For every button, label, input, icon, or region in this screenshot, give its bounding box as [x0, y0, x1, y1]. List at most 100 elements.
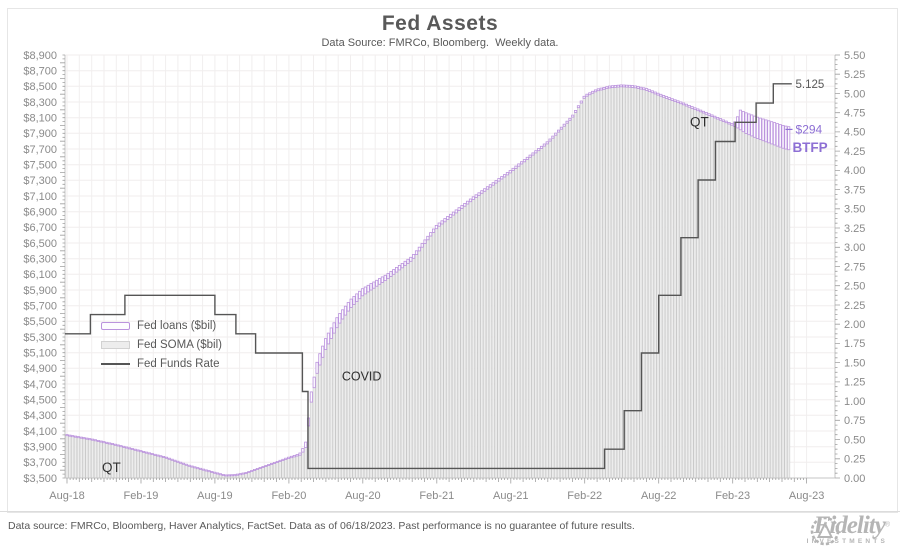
soma-bar — [744, 133, 748, 479]
soma-bar — [775, 145, 779, 479]
soma-bar — [676, 102, 680, 479]
loans-bar — [596, 88, 600, 92]
loans-bar — [198, 467, 203, 470]
soma-bar — [344, 314, 347, 479]
soma-bar — [128, 448, 131, 479]
soma-bar — [290, 457, 293, 479]
left-axis-label: $5,500 — [23, 316, 57, 328]
loans-bar — [500, 176, 504, 180]
loans-bar — [622, 84, 626, 88]
left-axis-label: $8,100 — [23, 112, 57, 124]
soma-bar — [625, 86, 629, 479]
soma-bar — [520, 163, 524, 479]
left-axis-label: $5,100 — [23, 347, 57, 359]
soma-bar — [65, 435, 69, 479]
soma-bar — [596, 90, 600, 479]
loans-bar — [548, 138, 552, 142]
soma-bar — [341, 318, 345, 479]
annotation-covid: COVID — [342, 370, 382, 384]
loans-bar — [366, 284, 370, 293]
x-axis-label: Aug-22 — [641, 490, 676, 502]
loans-bar — [116, 444, 120, 447]
loans-bar — [585, 93, 589, 97]
soma-bar — [585, 95, 589, 479]
soma-bar — [505, 174, 509, 479]
loans-bar — [338, 313, 342, 324]
left-axis-label: $4,700 — [23, 379, 57, 391]
right-axis-label: 4.25 — [844, 146, 865, 158]
soma-bar — [486, 188, 489, 479]
loans-bar — [397, 264, 401, 271]
right-axis-label: 5.50 — [844, 50, 865, 62]
loans-bar — [360, 288, 365, 297]
loans-bar — [127, 447, 132, 450]
loans-bar — [363, 286, 367, 295]
left-axis-label: $5,900 — [23, 285, 57, 297]
soma-bar — [440, 223, 444, 479]
soma-bar — [494, 182, 498, 479]
loans-bar — [707, 113, 711, 116]
loans-bar — [150, 453, 154, 456]
loans-bar — [210, 470, 214, 473]
left-axis-label: $6,100 — [23, 269, 57, 281]
loans-bar — [156, 454, 160, 457]
soma-bar — [386, 278, 390, 479]
loans-bar — [82, 437, 86, 440]
left-axis-label: $4,100 — [23, 426, 57, 438]
left-axis-label: $8,700 — [23, 65, 57, 77]
loans-bar — [480, 190, 484, 194]
loans-bar — [324, 338, 328, 351]
soma-bar — [733, 126, 737, 479]
loans-bar — [420, 243, 424, 248]
soma-bar — [463, 205, 467, 479]
soma-bar — [787, 149, 791, 479]
loans-bar — [369, 283, 373, 291]
fidelity-logo: Fidelity® INVESTMENTS — [807, 513, 890, 546]
soma-bar — [179, 463, 183, 479]
soma-bar — [719, 120, 722, 479]
loans-bar — [520, 161, 524, 165]
loans-bar — [289, 455, 294, 459]
soma-bar — [483, 191, 487, 479]
loans-bar — [460, 205, 464, 209]
soma-bar — [270, 464, 274, 479]
soma-bar — [466, 203, 470, 479]
left-axis-label: $5,300 — [23, 332, 57, 344]
loans-bar — [139, 450, 143, 453]
loans-bar — [636, 86, 640, 89]
loans-bar — [713, 115, 717, 119]
soma-bar — [616, 86, 620, 479]
right-axis-label: 1.50 — [844, 357, 865, 369]
legend-item-fed-loans: Fed loans ($bil) — [101, 316, 222, 335]
loans-bar — [71, 435, 75, 438]
loans-bar — [173, 459, 177, 462]
fed-funds-rate-line — [65, 83, 792, 470]
loans-bar — [576, 105, 580, 109]
soma-bar — [417, 250, 421, 479]
fidelity-investments-text: INVESTMENTS — [806, 538, 888, 545]
loans-bar — [267, 463, 271, 466]
loans-bar — [443, 218, 447, 223]
loans-bar — [170, 458, 174, 461]
loans-bar — [93, 439, 97, 442]
soma-bar — [125, 447, 129, 479]
disclaimer-text: Data source: FMRCo, Bloomberg, Haver Ana… — [8, 520, 635, 532]
soma-bar — [619, 86, 623, 479]
loans-bar — [389, 271, 393, 277]
soma-bar — [721, 121, 725, 479]
loans-bar — [582, 95, 586, 99]
loans-bar — [451, 211, 455, 216]
soma-bar — [633, 87, 637, 479]
soma-bar — [162, 457, 166, 479]
loans-bar — [184, 463, 188, 466]
right-axis-label: 1.75 — [844, 338, 865, 350]
fed-funds-rate-swatch-icon — [101, 362, 130, 365]
loans-bar — [176, 460, 180, 463]
loans-bar — [437, 222, 441, 227]
soma-bar — [196, 468, 200, 479]
loans-bar — [664, 96, 669, 99]
loans-bar — [193, 466, 197, 469]
soma-bar — [298, 454, 302, 479]
soma-bar — [318, 364, 322, 479]
loans-bar — [167, 457, 171, 460]
